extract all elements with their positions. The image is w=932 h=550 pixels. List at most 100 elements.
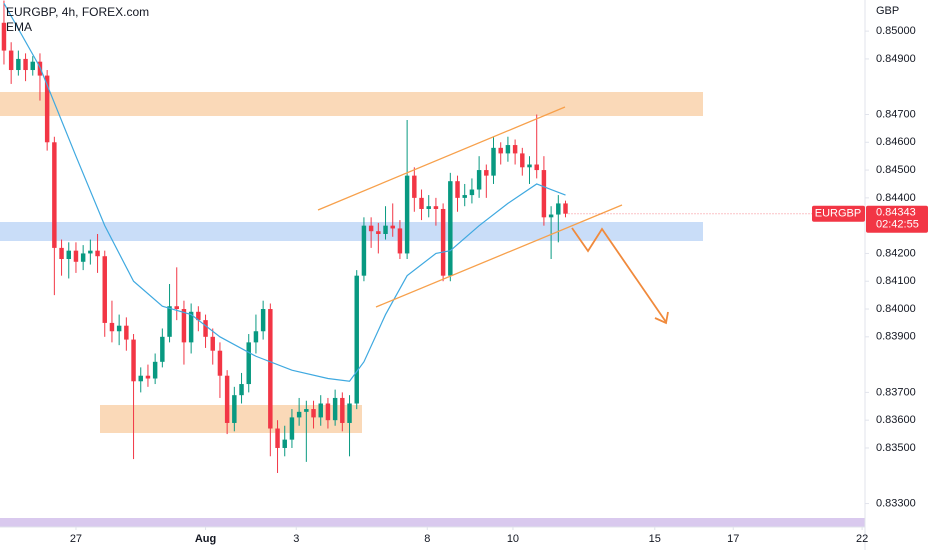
- candle-body: [30, 61, 35, 71]
- candle-body: [296, 411, 302, 418]
- candle-body: [66, 250, 71, 259]
- y-tick-label: 0.84200: [876, 247, 916, 259]
- y-tick-label: 0.84600: [876, 136, 916, 148]
- y-tick-label: 0.84000: [876, 303, 916, 315]
- candle-body: [318, 403, 323, 418]
- resistance-zone: [0, 92, 703, 116]
- candle-body: [102, 256, 107, 323]
- candle-body: [246, 342, 251, 385]
- candle-body: [354, 275, 359, 404]
- candle-body: [8, 50, 14, 71]
- x-tick-label: 10: [507, 533, 519, 545]
- arrow-head: [654, 311, 669, 325]
- candle-body: [275, 428, 280, 448]
- y-tick-label: 0.84100: [876, 275, 916, 287]
- candle-body: [232, 395, 237, 423]
- candle-body: [498, 147, 503, 154]
- candle-body: [376, 231, 381, 234]
- support-zone: [0, 222, 703, 241]
- candle-body: [404, 175, 410, 254]
- candle-body: [88, 250, 93, 254]
- candle-body: [383, 225, 388, 234]
- candle-body: [289, 417, 295, 440]
- candle-body: [484, 170, 489, 176]
- candle-body: [332, 397, 338, 421]
- candle-body: [44, 75, 50, 143]
- y-tick-label: 0.83500: [876, 442, 916, 454]
- candle-body: [548, 214, 554, 218]
- candle-body: [325, 403, 331, 421]
- candle-body: [23, 58, 28, 71]
- candle-body: [268, 309, 273, 429]
- candle-body: [397, 228, 403, 254]
- candle-body: [16, 58, 21, 71]
- candle-body: [95, 250, 100, 257]
- candle-body: [340, 397, 345, 423]
- candle-body: [390, 225, 395, 229]
- indicator-label: EMA: [6, 20, 32, 34]
- candle-body: [440, 208, 446, 276]
- candle-body: [527, 164, 532, 168]
- candle-body: [534, 164, 539, 171]
- candle-body: [239, 384, 244, 396]
- candle-body: [160, 336, 165, 362]
- currency-label: GBP: [876, 5, 899, 17]
- candle-body: [361, 225, 367, 276]
- y-tick-label: 0.83600: [876, 414, 916, 426]
- candle-body: [188, 311, 194, 343]
- symbol-tag-text: EURGBP: [815, 208, 861, 220]
- candle-body: [556, 203, 561, 215]
- candle-body: [455, 181, 460, 198]
- candle-body: [73, 250, 79, 262]
- y-tick-label: 0.83700: [876, 386, 916, 398]
- candle-body: [419, 197, 424, 209]
- channel-lower: [375, 204, 623, 308]
- candle-body: [224, 375, 230, 423]
- y-tick-label: 0.84700: [876, 108, 916, 120]
- candle-body: [476, 170, 482, 190]
- x-tick-label: 27: [70, 533, 82, 545]
- candle-body: [1, 22, 7, 51]
- chart-title: EURGBP, 4h, FOREX.com: [6, 5, 149, 19]
- candle-body: [541, 170, 547, 218]
- countdown-text: 02:42:55: [876, 219, 919, 231]
- candle-body: [462, 195, 467, 198]
- candle-body: [109, 322, 115, 332]
- x-tick-label: 17: [727, 533, 739, 545]
- candle-body: [59, 247, 64, 259]
- candle-body: [347, 403, 352, 423]
- candle-body: [311, 409, 316, 418]
- candle-body: [448, 181, 453, 276]
- projection-arrow: [571, 227, 667, 323]
- candle-body: [260, 309, 266, 332]
- candle-body: [469, 189, 475, 196]
- candle-body: [124, 325, 129, 340]
- price-tag-text: 0.84343: [876, 207, 916, 219]
- candle-body: [512, 145, 518, 154]
- bottom-band: [0, 518, 865, 527]
- candle-body: [167, 306, 172, 337]
- y-tick-label: 0.83300: [876, 497, 916, 509]
- candle-body: [181, 309, 187, 343]
- y-tick-label: 0.84500: [876, 164, 916, 176]
- x-tick-label: 3: [293, 533, 299, 545]
- x-tick-label: 22: [856, 533, 868, 545]
- candle-body: [253, 331, 259, 343]
- candle-body: [412, 175, 417, 198]
- candle-body: [152, 361, 158, 379]
- candle-body: [131, 339, 136, 382]
- candle-body: [203, 320, 208, 337]
- demand-zone: [100, 405, 362, 433]
- y-tick-label: 0.84900: [876, 53, 916, 65]
- x-tick-label: 8: [424, 533, 430, 545]
- candle-body: [304, 409, 309, 412]
- candle-body: [520, 153, 525, 168]
- candle-body: [505, 145, 511, 154]
- channel-upper: [317, 106, 566, 211]
- candle-body: [563, 203, 568, 214]
- candle-body: [80, 253, 86, 262]
- y-tick-label: 0.85000: [876, 25, 916, 37]
- candle-body: [138, 375, 143, 382]
- candle-body: [368, 225, 374, 232]
